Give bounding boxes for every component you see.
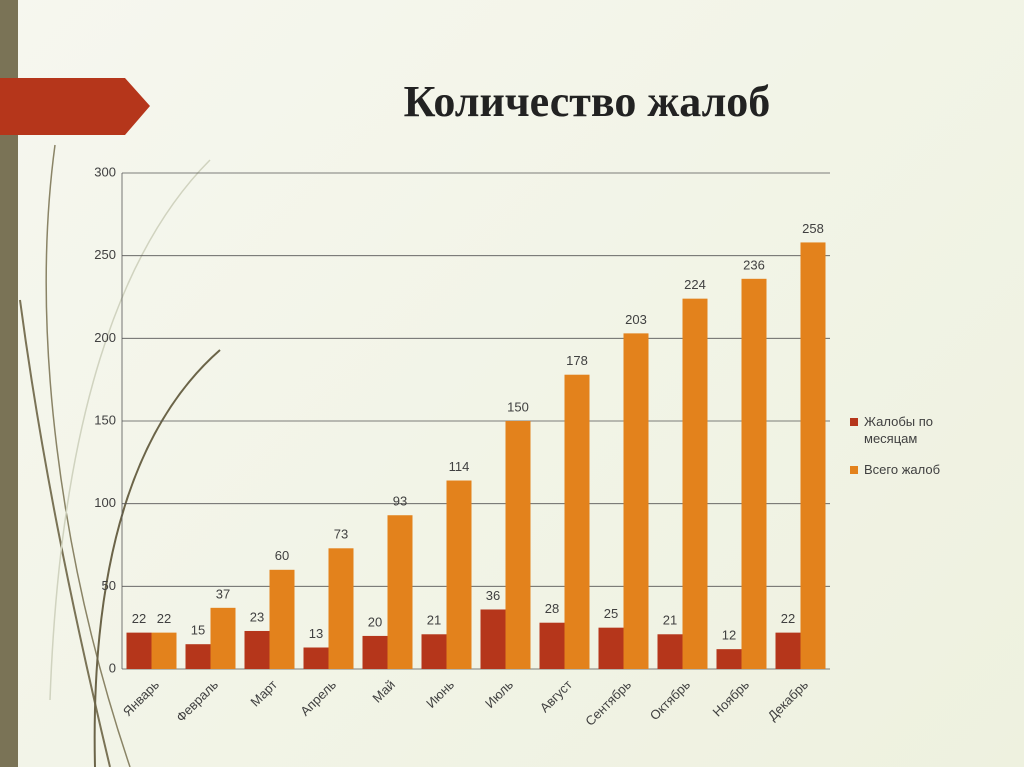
decor	[45, 144, 131, 767]
bar	[387, 515, 413, 669]
x-tick-label: Октябрь	[647, 677, 693, 723]
legend-label: Всего жалоб	[864, 462, 941, 477]
value-label: 60	[275, 548, 289, 563]
value-label: 15	[191, 623, 205, 638]
y-tick-label: 150	[94, 412, 116, 427]
value-label: 203	[625, 312, 647, 327]
value-label: 25	[604, 606, 618, 621]
bar	[269, 569, 295, 669]
x-tick-label: Апрель	[297, 677, 339, 719]
bar	[185, 644, 211, 669]
value-label: 224	[684, 277, 706, 292]
bar	[505, 421, 531, 669]
bar	[210, 607, 236, 669]
legend-item: Всего жалоб	[850, 461, 970, 478]
bar	[623, 333, 649, 669]
y-tick-label: 300	[94, 164, 116, 179]
legend-swatch	[850, 418, 858, 426]
value-label: 22	[157, 611, 171, 626]
arrow	[0, 78, 150, 135]
value-label: 93	[393, 494, 407, 509]
bar	[126, 632, 152, 669]
value-label: 73	[334, 527, 348, 542]
value-label: 114	[449, 459, 470, 474]
bar	[244, 630, 270, 669]
bar	[328, 548, 354, 669]
bar	[741, 278, 767, 669]
value-label: 258	[802, 221, 824, 236]
x-tick-label: Январь	[120, 677, 162, 719]
legend-label: Жалобы по месяцам	[864, 414, 934, 446]
bar	[151, 632, 177, 669]
bar	[446, 480, 472, 669]
bar	[657, 634, 683, 669]
bar	[598, 627, 624, 669]
bar	[775, 632, 801, 669]
value-label: 37	[216, 586, 230, 601]
value-label: 178	[566, 353, 588, 368]
value-label: 236	[743, 257, 765, 272]
side-bar	[0, 0, 18, 767]
value-label: 21	[663, 613, 677, 628]
y-tick-label: 200	[94, 330, 116, 345]
bar	[716, 649, 742, 669]
x-tick-label: Февраль	[173, 677, 221, 725]
value-label: 13	[309, 626, 323, 641]
decor	[19, 299, 111, 767]
bar	[480, 609, 506, 669]
value-label: 23	[250, 609, 264, 624]
chart-title: Количество жалоб	[404, 77, 771, 126]
bar	[303, 647, 329, 669]
bar	[682, 298, 708, 669]
x-tick-label: Июль	[482, 677, 516, 711]
bar	[362, 635, 388, 669]
x-tick-label: Июнь	[423, 677, 457, 711]
value-label: 22	[781, 611, 795, 626]
decor	[49, 159, 211, 701]
x-tick-label: Ноябрь	[710, 677, 753, 720]
y-tick-label: 250	[94, 247, 116, 262]
bar	[539, 622, 565, 669]
value-label: 28	[545, 601, 559, 616]
legend: Жалобы по месяцам Всего жалоб	[850, 413, 970, 492]
bar	[564, 374, 590, 669]
value-label: 20	[368, 614, 382, 629]
value-label: 150	[507, 399, 529, 414]
x-tick-label: Май	[369, 677, 398, 706]
y-tick-label: 50	[102, 578, 116, 593]
y-tick-label: 0	[109, 660, 116, 675]
bar	[800, 242, 826, 669]
x-tick-label: Август	[537, 677, 575, 715]
value-label: 22	[132, 611, 146, 626]
bar	[421, 634, 447, 669]
value-label: 21	[427, 613, 441, 628]
legend-swatch	[850, 466, 858, 474]
legend-item: Жалобы по месяцам	[850, 413, 970, 447]
x-tick-label: Сентябрь	[582, 677, 634, 729]
x-tick-label: Март	[247, 677, 280, 710]
value-label: 12	[722, 628, 736, 643]
value-label: 36	[486, 588, 500, 603]
y-tick-label: 100	[94, 495, 116, 510]
x-tick-label: Декабрь	[765, 677, 812, 724]
